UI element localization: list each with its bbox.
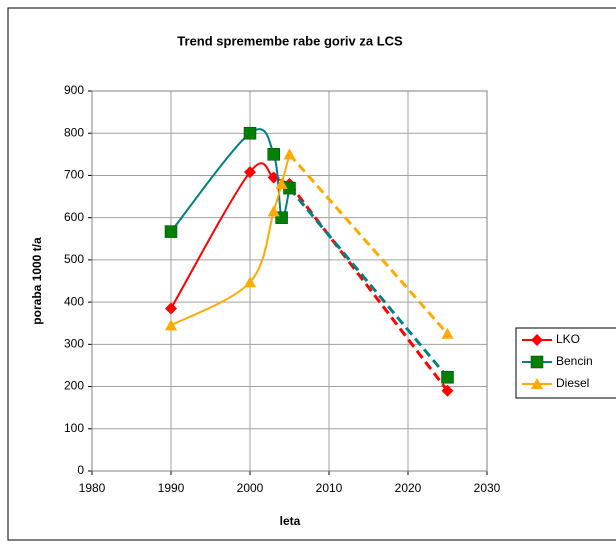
legend-marker <box>530 355 544 369</box>
x-tick-label: 2010 <box>316 481 343 495</box>
y-tick-label: 300 <box>64 337 84 351</box>
data-point <box>244 276 256 288</box>
legend-marker <box>531 378 543 389</box>
data-point <box>441 384 454 397</box>
x-tick-label: 2020 <box>395 481 422 495</box>
series-projection <box>288 153 449 335</box>
legend-marker <box>531 334 543 346</box>
data-point <box>165 302 177 315</box>
y-tick-label: 100 <box>64 421 84 435</box>
data-point <box>243 126 257 140</box>
legend-label: LKO <box>556 332 580 346</box>
data-point <box>164 225 178 238</box>
x-axis-label: leta <box>280 514 301 528</box>
y-tick-label: 400 <box>64 294 84 308</box>
y-tick-label: 500 <box>64 252 84 266</box>
series-projection <box>288 182 449 392</box>
data-point <box>267 205 280 217</box>
y-tick-label: 900 <box>64 83 84 97</box>
data-point <box>244 166 256 179</box>
y-tick-label: 600 <box>64 210 84 224</box>
x-tick-label: 1980 <box>79 481 106 495</box>
data-point <box>165 319 177 331</box>
plot-border <box>91 90 488 472</box>
data-point <box>441 371 454 384</box>
chart-title: Trend spremembe rabe goriv za LCS <box>177 33 403 48</box>
data-point <box>441 327 454 339</box>
data-point <box>275 177 288 189</box>
data-point <box>283 148 296 160</box>
x-tick-label: 2000 <box>237 481 264 495</box>
legend-label: Diesel <box>556 376 589 390</box>
y-tick-label: 200 <box>64 379 84 393</box>
y-tick-label: 800 <box>64 125 84 139</box>
y-axis-label: poraba 1000 t/a <box>30 237 44 325</box>
legend-label: Bencin <box>556 354 593 368</box>
data-point <box>267 148 280 161</box>
x-tick-label: 1990 <box>158 481 185 495</box>
y-tick-label: 0 <box>77 463 84 477</box>
y-tick-label: 700 <box>64 168 84 182</box>
plot-area <box>92 91 487 471</box>
x-tick-label: 2030 <box>474 481 501 495</box>
